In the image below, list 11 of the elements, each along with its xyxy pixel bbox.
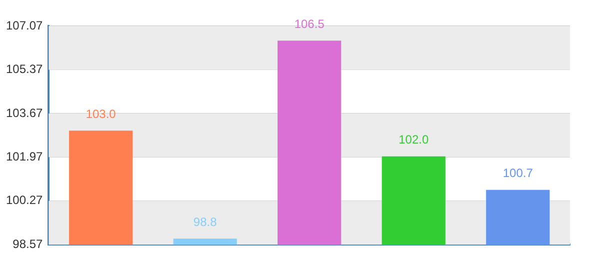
y-tick-label: 105.37 (6, 62, 44, 76)
y-tick-label: 100.27 (6, 193, 44, 208)
y-tick-label: 103.67 (6, 106, 44, 120)
data-label: 98.8 (193, 214, 218, 229)
data-label: 103.0 (86, 106, 116, 121)
y-tick-label: 98.57 (12, 236, 44, 251)
data-label: 100.7 (502, 166, 534, 180)
y-tick-label: 101.97 (6, 149, 44, 164)
y-tick-label: 107.07 (6, 18, 44, 32)
data-label: 106.5 (294, 16, 325, 31)
data-label: 102.0 (398, 132, 429, 147)
